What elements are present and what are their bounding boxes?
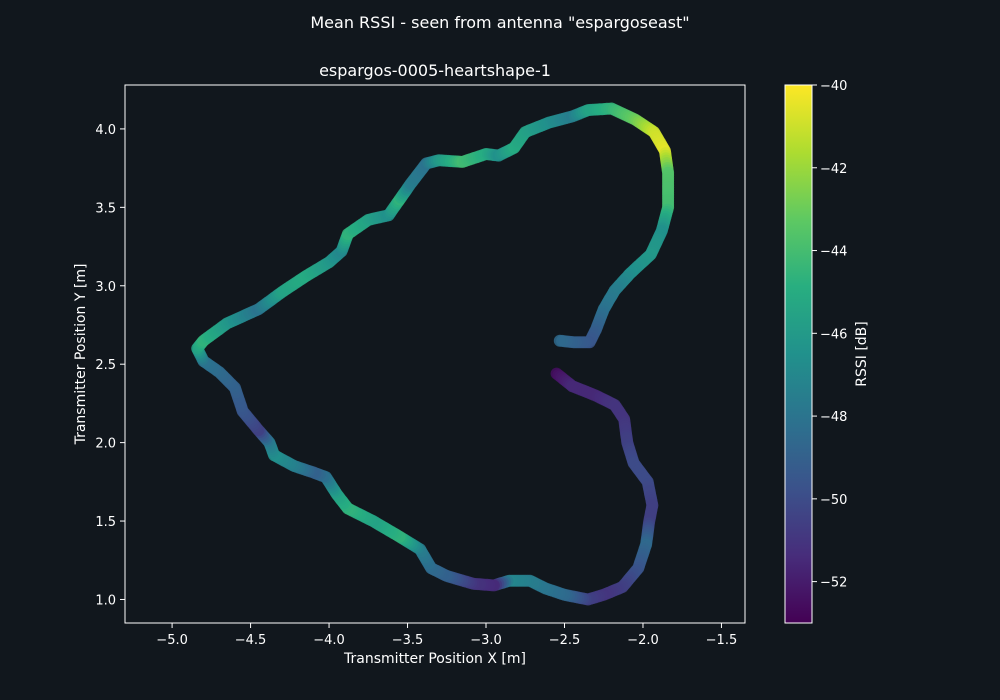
x-tick-label: −4.5 <box>235 633 267 648</box>
colorbar-tick-label: −52 <box>820 576 847 591</box>
x-tick-label: −2.0 <box>627 633 659 648</box>
y-tick-label: 2.0 <box>95 437 116 452</box>
trajectory-point <box>553 334 566 347</box>
x-tick-label: −3.5 <box>392 633 424 648</box>
plot-area <box>124 84 746 624</box>
colorbar-tick-label: −44 <box>820 245 847 260</box>
colorbar-label: RSSI [dB] <box>854 321 870 387</box>
y-tick-label: 1.5 <box>95 515 116 530</box>
colorbar-tick-label: −46 <box>820 327 847 342</box>
x-axis-label: Transmitter Position X [m] <box>343 651 526 667</box>
colorbar-ticks: −52 −50 −48 −46 −44 −42 −40 <box>812 79 847 591</box>
y-tick-label: 2.5 <box>95 358 116 373</box>
colorbar-tick-label: −42 <box>820 162 847 177</box>
y-axis-label: Transmitter Position Y [m] <box>73 264 89 446</box>
trajectory-points <box>191 102 675 606</box>
x-tick-label: −3.0 <box>470 633 502 648</box>
chart-title: Mean RSSI - seen from antenna "espargose… <box>310 13 689 32</box>
colorbar-tick-label: −50 <box>820 493 847 508</box>
x-tick-label: −4.0 <box>313 633 345 648</box>
x-tick-label: −2.5 <box>549 633 581 648</box>
y-axis-ticks: 1.0 1.5 2.0 2.5 3.0 3.5 4.0 <box>95 123 125 608</box>
colorbar-tick-label: −40 <box>820 79 847 94</box>
y-tick-label: 4.0 <box>95 123 116 138</box>
plot-subtitle: espargos-0005-heartshape-1 <box>319 61 551 80</box>
colorbar <box>784 84 813 624</box>
colorbar-tick-label: −48 <box>820 410 847 425</box>
y-tick-label: 3.5 <box>95 201 116 216</box>
x-tick-label: −1.5 <box>706 633 738 648</box>
y-tick-label: 1.0 <box>95 593 116 608</box>
x-tick-label: −5.0 <box>156 633 188 648</box>
y-tick-label: 3.0 <box>95 280 116 295</box>
x-axis-ticks: −5.0 −4.5 −4.0 −3.5 −3.0 −2.5 −2.0 −1.5 <box>156 623 737 648</box>
